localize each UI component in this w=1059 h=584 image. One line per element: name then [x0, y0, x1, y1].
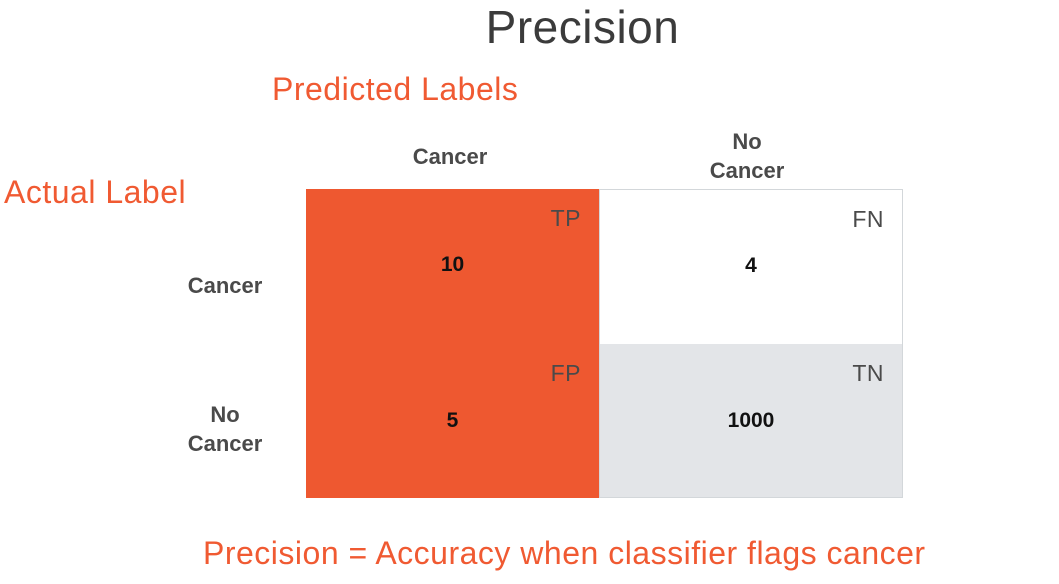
- cell-tag: FN: [852, 206, 884, 232]
- confusion-matrix: TP 10 FN 4 FP 5 TN 1000: [306, 189, 903, 498]
- cell-tag: TP: [550, 205, 581, 231]
- row-header-cancer: Cancer: [150, 271, 300, 300]
- cell-tag: TN: [852, 360, 884, 386]
- slide-title: Precision: [485, 1, 680, 53]
- row-header-line: Cancer: [187, 431, 263, 456]
- row-header-line: Cancer: [187, 273, 263, 298]
- cell-true-positive: TP 10: [306, 189, 599, 344]
- cell-value: 1000: [727, 409, 775, 432]
- row-header-line: No: [210, 402, 240, 427]
- cell-true-negative: TN 1000: [599, 344, 903, 498]
- column-header-line: Cancer: [412, 144, 488, 169]
- column-header-line: Cancer: [709, 158, 785, 183]
- column-header-line: No: [732, 129, 762, 154]
- cell-false-positive: FP 5: [306, 344, 599, 498]
- cell-value: 10: [440, 253, 465, 276]
- cell-false-negative: FN 4: [599, 189, 903, 344]
- column-header-no-cancer: No Cancer: [647, 127, 847, 185]
- predicted-labels-header: Predicted Labels: [272, 71, 519, 107]
- cell-tag: FP: [550, 360, 581, 386]
- actual-label-header: Actual Label: [4, 174, 187, 210]
- precision-definition: Precision = Accuracy when classifier fla…: [203, 535, 926, 571]
- cell-value: 4: [745, 254, 757, 277]
- column-header-cancer: Cancer: [350, 142, 550, 171]
- cell-value: 5: [446, 409, 459, 432]
- row-header-no-cancer: No Cancer: [150, 400, 300, 458]
